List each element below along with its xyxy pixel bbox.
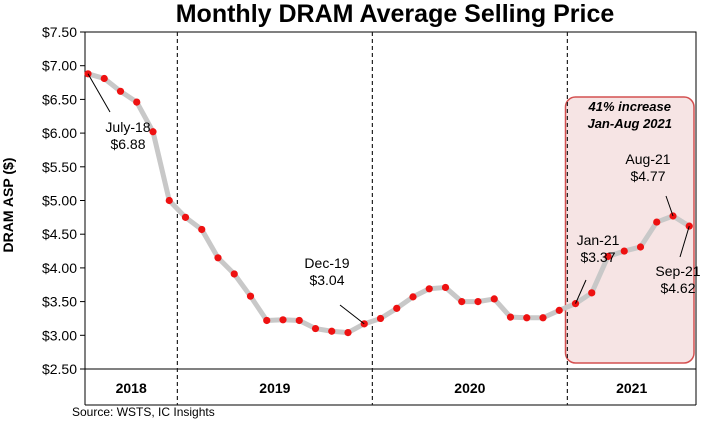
y-tick-label: $4.00 [42,260,77,276]
data-point [506,313,515,321]
data-point [620,247,628,255]
year-label: 2020 [454,380,485,396]
y-tick-label: $5.00 [42,193,77,209]
annotation-label: Sep-21 [655,263,700,279]
y-tick-label: $5.50 [42,159,77,175]
data-point [279,316,287,324]
highlight-label: 41% increase [588,99,671,114]
annotation-label: July-18 [105,119,150,135]
annotation-leader [339,304,365,325]
y-tick-label: $3.00 [42,327,77,343]
data-point [295,316,303,325]
data-point [588,289,596,297]
annotation-label: Jan-21 [577,232,620,248]
y-tick-label: $3.50 [42,294,77,310]
data-point [116,87,125,95]
y-tick-label: $6.50 [42,91,77,107]
annotation-leader [575,279,587,304]
data-point [409,293,417,301]
data-point [149,128,157,136]
data-point [263,316,271,325]
data-point [198,225,206,234]
annotation-label: Aug-21 [625,151,670,167]
data-point [181,213,190,221]
data-point [100,74,108,83]
data-point [328,327,336,335]
y-tick-label: $6.00 [42,125,77,141]
data-point [636,243,645,251]
y-tick-label: $7.00 [42,58,77,74]
data-point [441,283,450,292]
annotation-label: Dec-19 [304,255,349,271]
highlight-label: Jan-Aug 2021 [587,116,672,131]
data-point [523,314,531,322]
annotation-label: $3.04 [309,272,344,288]
data-point [165,196,173,205]
data-point [311,324,320,333]
year-label: 2018 [116,380,147,396]
data-point [474,298,482,306]
y-axis-label: DRAM ASP ($) [0,158,16,253]
annotation-leader [665,195,674,217]
data-point [653,218,661,226]
data-point [344,329,352,337]
data-point [133,98,141,106]
data-point [555,306,563,314]
data-point [458,298,466,306]
annotation-label: $3.37 [580,249,615,265]
annotation-label: $4.62 [660,280,695,296]
data-point [246,292,255,300]
annotation-label: $6.88 [110,136,145,152]
y-tick-label: $7.50 [42,24,77,40]
data-point [539,314,547,322]
data-point [604,252,612,261]
source-note: Source: WSTS, IC Insights [72,405,215,419]
data-point [490,295,498,303]
data-point [214,254,222,262]
data-point [425,285,433,293]
annotation-leader [87,73,111,113]
chart-title: Monthly DRAM Average Selling Price [176,0,615,28]
data-point [230,270,238,278]
highlight-box [564,96,695,364]
y-tick-label: $4.50 [42,226,77,242]
data-point [376,314,385,323]
annotation-leader [679,225,690,258]
year-label: 2021 [616,380,647,396]
year-label: 2019 [259,380,290,396]
y-tick-label: $2.50 [42,361,77,377]
data-point [393,304,401,312]
annotation-label: $4.77 [630,168,665,184]
